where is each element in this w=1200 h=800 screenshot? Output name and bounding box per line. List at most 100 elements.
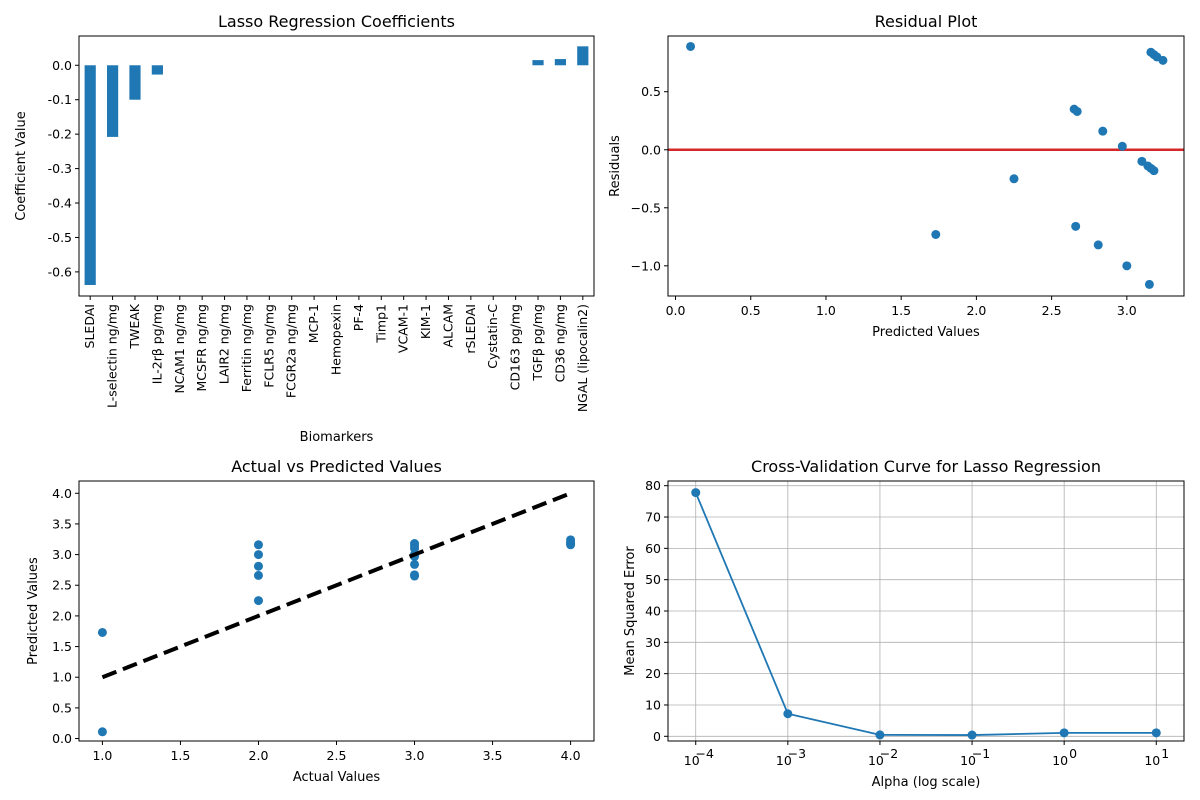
x-tick-label: 1.5: [170, 748, 190, 763]
residual-plot-chart: 0.0 0.5 1.0 1.5 2.0 2.5 3.0 0.5 0.0 −0.5 −1.0 Resid…: [608, 12, 1185, 340]
bar-21: [554, 59, 567, 66]
prediction-point: [253, 570, 263, 580]
y-tick-label: 10: [645, 697, 661, 712]
bar-0: [84, 65, 96, 285]
prediction-point: [97, 627, 107, 637]
prediction-point: [410, 559, 420, 569]
x-tick-label: FCGR2a ng/mg: [284, 304, 299, 398]
x-tick-label: 1.0: [816, 303, 836, 318]
x-tick-label: 10: [960, 753, 976, 768]
mse-point: [875, 730, 885, 740]
x-axis-label: Predicted Values: [872, 325, 980, 340]
y-tick-label: 50: [645, 572, 661, 587]
residual-point: [1071, 221, 1081, 231]
y-tick-label: 0.0: [641, 142, 661, 157]
prediction-point: [97, 727, 107, 737]
x-tick-label: MCSFR ng/mg: [194, 304, 209, 391]
y-axis-label: Mean Squared Error: [623, 546, 638, 676]
x-tick-label: TWEAK: [127, 303, 142, 349]
x-tick-label: 10: [776, 753, 792, 768]
bar-20: [532, 60, 544, 66]
x-tick-label: rSLEDAI: [463, 304, 478, 354]
y-tick-label: 4.0: [52, 486, 72, 501]
bar-1: [106, 65, 119, 137]
residual-point: [1009, 174, 1019, 184]
x-tick-label: 4.0: [561, 748, 581, 763]
residual-point: [1149, 166, 1159, 176]
x-tick-label: L-selectin ng/mg: [105, 304, 120, 408]
y-tick-label: 1.5: [52, 639, 72, 654]
x-tick-label: IL-2rβ pg/mg: [149, 304, 164, 384]
actual-vs-predicted-chart: 1.0 1.5 2.0 2.5 3.0 3.5 4.0 0.0 0.5 1.0 1.5 2.0 2.5 3…: [26, 457, 595, 785]
y-tick-label: 30: [645, 635, 661, 650]
x-tick-label: Ferritin ng/mg: [239, 304, 254, 392]
y-axis-label: Coefficient Value: [14, 111, 29, 221]
x-axis-label: Biomarkers: [300, 430, 374, 445]
chart-title: Residual Plot: [875, 12, 978, 31]
x-tick-label: NGAL (lipocalin2): [575, 304, 590, 412]
y-tick-label: -0.1: [48, 92, 72, 107]
residual-point: [1144, 279, 1154, 289]
y-tick-label: 0.5: [641, 84, 661, 99]
bar-2: [129, 65, 141, 100]
x-tick-label: Timp1: [373, 304, 388, 344]
y-tick-label: 0.5: [52, 700, 72, 715]
prediction-point: [253, 561, 263, 571]
y-tick-label: 0.0: [52, 731, 72, 746]
x-tick-label: SLEDAI: [82, 304, 97, 348]
x-tick-label: LAIR2 ng/mg: [217, 304, 232, 384]
x-tick-label: 0.5: [741, 303, 761, 318]
x-tick-label: 10: [868, 753, 884, 768]
x-tick-label: VCAM-1: [396, 304, 411, 353]
axes-frame: [78, 480, 595, 742]
ideal-fit-line: [101, 491, 572, 680]
residual-point: [931, 229, 941, 239]
axes-frame: [78, 35, 595, 297]
y-tick-label: 60: [645, 541, 661, 556]
y-tick-label: -0.5: [48, 230, 72, 245]
y-tick-label: 80: [645, 478, 661, 493]
axes-frame: [667, 35, 1185, 297]
bar-3: [151, 65, 163, 75]
axes-frame: [667, 480, 1185, 742]
x-tick-label: 2.0: [249, 748, 269, 763]
y-tick-label: 0.0: [52, 58, 72, 73]
mse-point: [783, 709, 793, 719]
x-tick-label: 2.0: [966, 303, 986, 318]
y-tick-label: 1.0: [52, 670, 72, 685]
x-tick-label: 1.0: [92, 748, 112, 763]
residual-point: [1117, 141, 1127, 151]
x-tick-label: KIM-1: [418, 304, 433, 339]
y-tick-label: 40: [645, 604, 661, 619]
x-tick-label: 10: [1052, 753, 1068, 768]
y-tick-label: 20: [645, 666, 661, 681]
y-tick-label: -0.2: [48, 127, 72, 142]
x-tick-label: 3.5: [483, 748, 503, 763]
residual-point: [1098, 126, 1108, 136]
prediction-point: [253, 540, 263, 550]
lasso-coefficients-chart: SLEDAI L-selectin ng/mg TWEAK IL-2rβ pg/mg N…: [14, 12, 595, 445]
prediction-point: [253, 596, 263, 606]
y-tick-label: -0.3: [48, 161, 72, 176]
chart-title: Actual vs Predicted Values: [231, 457, 442, 476]
cross-validation-chart: 10−4 10−3 10−2 10−1 10 0 10 101020304050607080C…: [623, 457, 1185, 790]
x-tick-exponent: −3: [788, 746, 806, 761]
mse-line: [694, 492, 1157, 736]
mse-point: [1059, 728, 1069, 738]
y-tick-label: 2.0: [52, 608, 72, 623]
y-tick-label: 2.5: [52, 578, 72, 593]
x-tick-label: FCLR5 ng/mg: [261, 304, 276, 388]
x-tick-exponent: −4: [696, 746, 714, 761]
y-tick-label: -0.4: [48, 196, 72, 211]
prediction-point: [253, 550, 263, 560]
mse-point: [967, 730, 977, 740]
x-tick-label: 2.5: [1042, 303, 1062, 318]
y-tick-label: -0.6: [48, 264, 72, 279]
y-tick-label: 70: [645, 510, 661, 525]
x-tick-label: 0.0: [666, 303, 686, 318]
prediction-point: [410, 571, 420, 581]
y-axis-label: Residuals: [608, 135, 623, 197]
x-tick-label: 2.5: [327, 748, 347, 763]
prediction-point: [566, 540, 576, 550]
